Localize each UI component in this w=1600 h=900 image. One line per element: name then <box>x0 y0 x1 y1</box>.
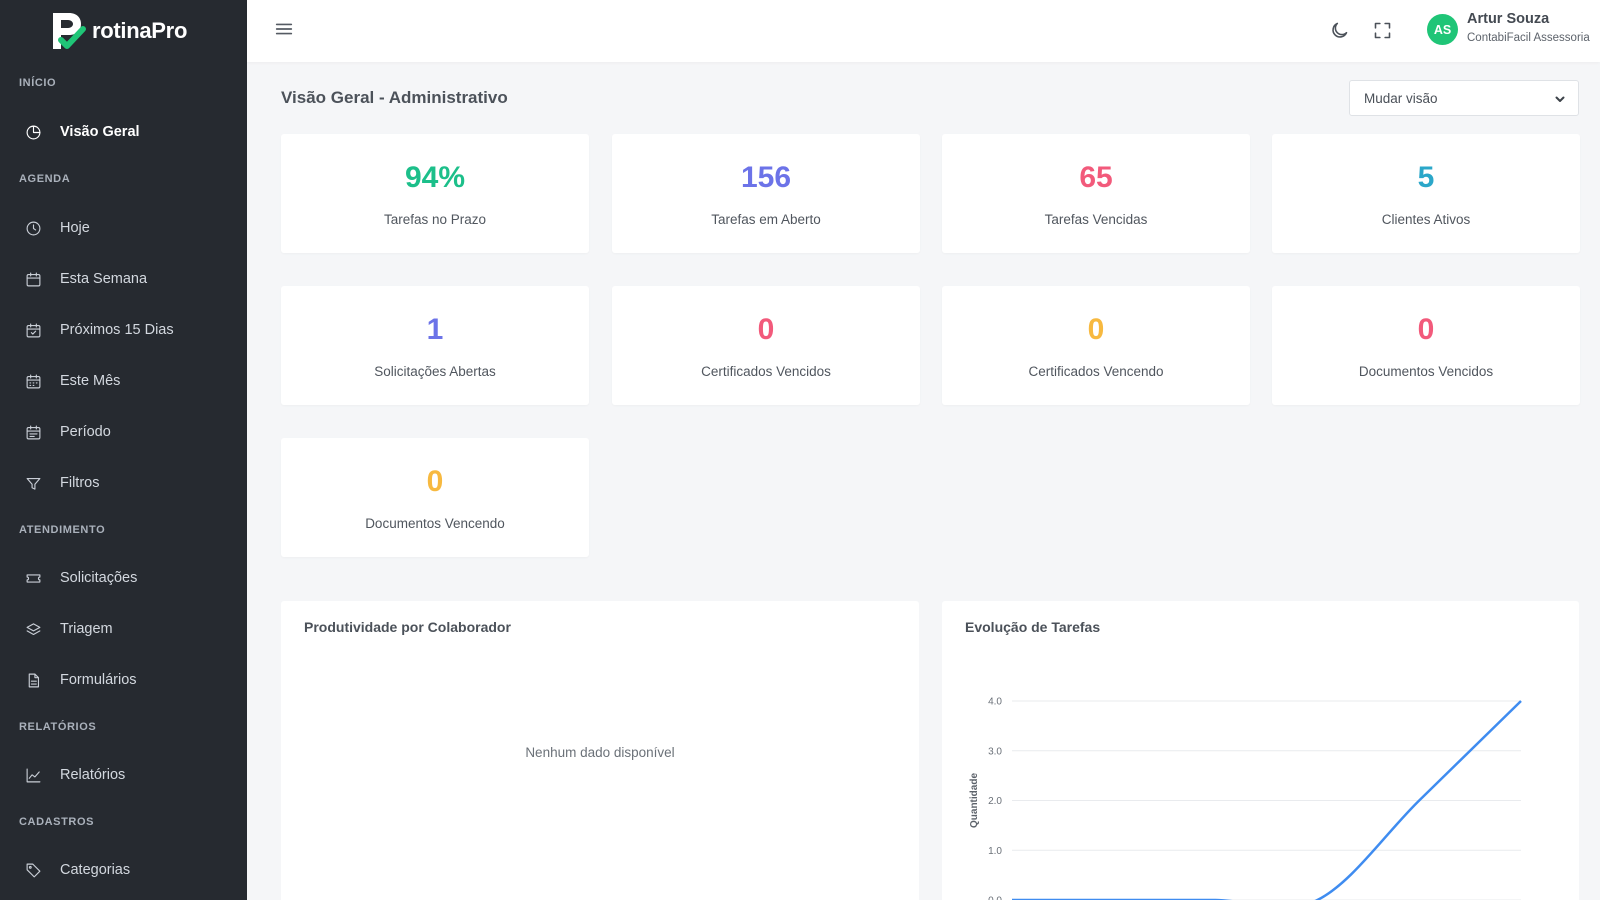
sidebar: rotinaPro INÍCIO Visão Geral AGENDA Hoje… <box>0 0 247 900</box>
sidebar-item-label: Categorias <box>60 862 131 878</box>
sidebar-item-label: Próximos 15 Dias <box>60 322 174 338</box>
series-line-0 <box>1012 700 1522 900</box>
panel-title: Produtividade por Colaborador <box>304 619 511 635</box>
stat-label: Documentos Vencendo <box>365 516 505 531</box>
page-title: Visão Geral - Administrativo <box>281 88 508 107</box>
user-name[interactable]: Artur Souza <box>1467 11 1550 27</box>
sidebar-item-esta-semana[interactable]: Esta Semana <box>0 259 247 299</box>
view-select-value: Mudar visão <box>1364 90 1438 106</box>
y-axis-label: Quantidade <box>969 773 980 828</box>
line-chart-icon <box>24 766 42 784</box>
stat-value: 1 <box>426 313 444 346</box>
stat-label: Tarefas no Prazo <box>383 212 487 227</box>
stat-card-tarefas-no-prazo: 94% Tarefas no Prazo <box>281 134 589 253</box>
panel-title: Evolução de Tarefas <box>965 619 1101 635</box>
y-tick-label: 2.0 <box>988 796 1002 807</box>
y-tick-label: 3.0 <box>988 746 1002 757</box>
sidebar-item-label: Solicitações <box>60 570 138 586</box>
sidebar-item-label: Triagem <box>60 621 113 637</box>
sidebar-item-label: Relatórios <box>60 767 126 783</box>
sidebar-item-relatorios[interactable]: Relatórios <box>0 755 247 795</box>
sidebar-item-formularios[interactable]: Formulários <box>0 660 247 700</box>
user-company: ContabiFacil Assessoria <box>1467 32 1590 44</box>
stat-value: 94% <box>404 161 466 194</box>
sidebar-item-label: Formulários <box>60 672 137 688</box>
stat-value: 5 <box>1417 161 1435 194</box>
brand-logo[interactable]: rotinaPro <box>50 10 187 52</box>
file-text-icon <box>24 671 42 689</box>
calendar-range-icon <box>24 423 42 441</box>
sidebar-item-solicitacoes[interactable]: Solicitações <box>0 558 247 598</box>
calendar-check-icon <box>24 321 42 339</box>
filter-icon <box>24 474 42 492</box>
stat-value: 65 <box>1079 161 1113 194</box>
calendar-icon <box>24 270 42 288</box>
layers-icon <box>24 620 42 638</box>
sidebar-item-label: Esta Semana <box>60 271 148 287</box>
brand-name: rotinaPro <box>92 18 188 43</box>
stat-value: 0 <box>757 313 775 346</box>
sidebar-item-label: Visão Geral <box>60 124 140 140</box>
sidebar-item-visao-geral[interactable]: Visão Geral <box>0 112 247 152</box>
stat-value: 156 <box>740 161 792 194</box>
stat-label: Certificados Vencidos <box>701 364 831 379</box>
logo-mark-icon <box>50 11 88 51</box>
sidebar-item-proximos-15-dias[interactable]: Próximos 15 Dias <box>0 310 247 350</box>
chevron-down-icon <box>1554 92 1566 104</box>
stat-label: Solicitações Abertas <box>374 364 496 379</box>
sidebar-item-label: Filtros <box>60 475 100 491</box>
tag-icon <box>24 861 42 879</box>
stat-label: Certificados Vencendo <box>1028 364 1164 379</box>
calendar-grid-icon <box>24 372 42 390</box>
view-select[interactable]: Mudar visão <box>1349 80 1579 116</box>
sidebar-item-categorias[interactable]: Categorias <box>0 850 247 890</box>
sidebar-item-hoje[interactable]: Hoje <box>0 208 247 248</box>
nav-section-agenda: AGENDA <box>19 173 71 185</box>
evolution-chart: 0.0 1.0 2.0 3.0 4.0 Quantidade <box>969 697 1522 900</box>
stat-card-clientes-ativos: 5 Clientes Ativos <box>1272 134 1580 253</box>
pie-chart-icon <box>24 123 42 141</box>
fullscreen-icon[interactable] <box>1369 17 1395 43</box>
nav-section-cadastros: CADASTROS <box>19 816 95 828</box>
clock-icon <box>24 219 42 237</box>
sidebar-item-triagem[interactable]: Triagem <box>0 609 247 649</box>
evolution-panel: Evolução de Tarefas 0.0 1.0 2.0 3.0 4.0 Quant… <box>942 601 1579 900</box>
avatar[interactable]: AS <box>1427 14 1458 45</box>
productivity-panel: Produtividade por Colaborador Nenhum dad… <box>281 601 919 900</box>
stat-label: Tarefas Vencidas <box>1044 212 1148 227</box>
stat-label: Clientes Ativos <box>1381 212 1471 227</box>
sidebar-item-periodo[interactable]: Período <box>0 412 247 452</box>
sidebar-item-este-mes[interactable]: Este Mês <box>0 361 247 401</box>
y-tick-label: 4.0 <box>988 697 1002 708</box>
stat-value: 0 <box>1087 313 1105 346</box>
ticket-icon <box>24 569 42 587</box>
stat-label: Tarefas em Aberto <box>711 212 821 227</box>
stat-card-certificados-vencidos: 0 Certificados Vencidos <box>612 286 920 405</box>
menu-icon[interactable] <box>273 18 297 42</box>
stat-card-tarefas-em-aberto: 156 Tarefas em Aberto <box>612 134 920 253</box>
empty-message: Nenhum dado disponível <box>525 745 675 760</box>
nav-section-atendimento: ATENDIMENTO <box>19 524 106 536</box>
stat-value: 0 <box>426 465 444 498</box>
stat-card-solicitacoes-abertas: 1 Solicitações Abertas <box>281 286 589 405</box>
sidebar-item-label: Período <box>60 424 111 440</box>
nav-section-inicio: INÍCIO <box>19 77 57 89</box>
stat-card-certificados-vencendo: 0 Certificados Vencendo <box>942 286 1250 405</box>
y-tick-label: 1.0 <box>988 846 1002 857</box>
stat-value: 0 <box>1417 313 1435 346</box>
moon-icon[interactable] <box>1326 17 1352 43</box>
sidebar-item-filtros[interactable]: Filtros <box>0 463 247 503</box>
stat-label: Documentos Vencidos <box>1358 364 1494 379</box>
top-header: AS Artur Souza ContabiFacil Assessoria <box>247 0 1600 62</box>
sidebar-item-label: Hoje <box>60 220 90 236</box>
stat-card-documentos-vencendo: 0 Documentos Vencendo <box>281 438 589 557</box>
nav-section-relatorios: RELATÓRIOS <box>19 721 97 733</box>
sidebar-item-label: Este Mês <box>60 373 121 389</box>
stat-card-tarefas-vencidas: 65 Tarefas Vencidas <box>942 134 1250 253</box>
y-tick-label: 0.0 <box>988 896 1002 900</box>
stat-card-documentos-vencidos: 0 Documentos Vencidos <box>1272 286 1580 405</box>
